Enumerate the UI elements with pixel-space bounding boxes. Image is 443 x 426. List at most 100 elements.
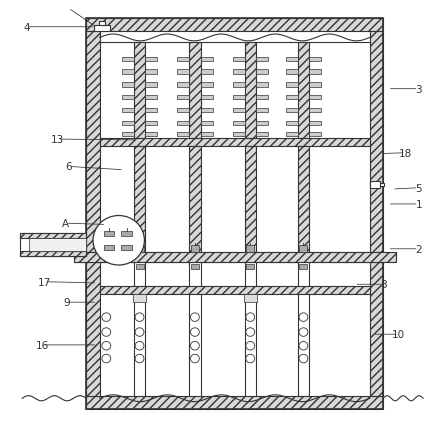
Bar xyxy=(122,109,134,113)
Bar xyxy=(201,121,213,126)
Bar xyxy=(134,43,145,138)
Text: 13: 13 xyxy=(51,135,64,145)
Text: 5: 5 xyxy=(416,183,422,193)
Circle shape xyxy=(190,354,199,363)
Circle shape xyxy=(190,342,199,350)
Bar xyxy=(100,138,370,147)
Bar xyxy=(191,265,199,270)
Bar xyxy=(145,58,157,62)
Bar xyxy=(233,133,245,137)
Bar xyxy=(86,19,383,409)
Circle shape xyxy=(135,342,144,350)
Circle shape xyxy=(246,354,255,363)
Bar xyxy=(104,231,114,236)
Bar xyxy=(233,58,245,62)
Bar xyxy=(122,70,134,75)
Bar xyxy=(122,96,134,100)
Bar xyxy=(94,26,110,32)
Bar xyxy=(309,96,321,100)
Bar xyxy=(309,83,321,87)
Bar xyxy=(370,182,380,189)
Bar xyxy=(133,295,146,302)
Bar xyxy=(233,83,245,87)
Bar xyxy=(256,109,268,113)
Bar xyxy=(286,58,298,62)
Text: 3: 3 xyxy=(416,84,422,95)
Bar xyxy=(309,70,321,75)
Circle shape xyxy=(102,354,111,363)
Bar xyxy=(121,245,132,250)
Bar xyxy=(233,96,245,100)
Bar xyxy=(177,83,189,87)
Bar xyxy=(122,58,134,62)
Text: 2: 2 xyxy=(416,244,422,254)
Bar xyxy=(121,231,132,236)
Bar xyxy=(246,265,254,270)
Bar xyxy=(286,83,298,87)
Bar xyxy=(122,133,134,137)
Bar xyxy=(29,239,86,251)
Bar xyxy=(244,295,257,302)
Bar xyxy=(201,109,213,113)
Bar xyxy=(245,147,256,253)
Bar xyxy=(189,147,201,253)
Bar xyxy=(256,83,268,87)
Circle shape xyxy=(102,313,111,322)
Bar xyxy=(233,70,245,75)
Text: 4: 4 xyxy=(23,23,30,33)
Bar xyxy=(177,121,189,126)
Bar xyxy=(86,396,383,409)
Circle shape xyxy=(299,342,308,350)
Circle shape xyxy=(102,328,111,337)
Bar xyxy=(299,265,307,270)
Circle shape xyxy=(299,328,308,337)
Bar xyxy=(86,32,100,396)
Circle shape xyxy=(246,313,255,322)
Circle shape xyxy=(135,354,144,363)
Bar xyxy=(201,70,213,75)
Bar xyxy=(233,109,245,113)
Bar xyxy=(233,121,245,126)
Bar xyxy=(256,70,268,75)
Circle shape xyxy=(190,328,199,337)
Bar xyxy=(99,22,105,26)
Bar xyxy=(246,246,254,253)
Bar xyxy=(201,96,213,100)
Bar xyxy=(100,286,370,294)
Bar xyxy=(309,109,321,113)
Circle shape xyxy=(135,328,144,337)
Bar xyxy=(134,147,145,253)
Bar xyxy=(189,43,201,138)
Circle shape xyxy=(102,342,111,350)
Bar xyxy=(286,96,298,100)
Bar xyxy=(145,109,157,113)
Bar xyxy=(177,109,189,113)
Bar xyxy=(145,70,157,75)
Text: 1: 1 xyxy=(416,199,422,210)
Bar xyxy=(177,96,189,100)
Bar xyxy=(201,58,213,62)
Bar xyxy=(122,83,134,87)
Text: 9: 9 xyxy=(63,297,70,308)
Bar xyxy=(100,43,370,138)
Text: 17: 17 xyxy=(38,277,51,287)
Bar xyxy=(86,19,383,32)
Bar xyxy=(201,133,213,137)
Bar xyxy=(286,133,298,137)
Bar xyxy=(256,96,268,100)
Circle shape xyxy=(246,342,255,350)
Bar xyxy=(20,233,86,256)
Bar xyxy=(191,246,199,253)
Bar xyxy=(177,58,189,62)
Bar xyxy=(245,43,256,138)
Bar xyxy=(309,121,321,126)
Bar xyxy=(286,121,298,126)
Bar xyxy=(298,147,309,253)
Bar xyxy=(20,251,86,256)
Text: 6: 6 xyxy=(66,162,72,172)
Text: A: A xyxy=(62,219,69,229)
Bar xyxy=(309,133,321,137)
Bar xyxy=(122,121,134,126)
Bar xyxy=(136,265,144,270)
Bar xyxy=(145,133,157,137)
